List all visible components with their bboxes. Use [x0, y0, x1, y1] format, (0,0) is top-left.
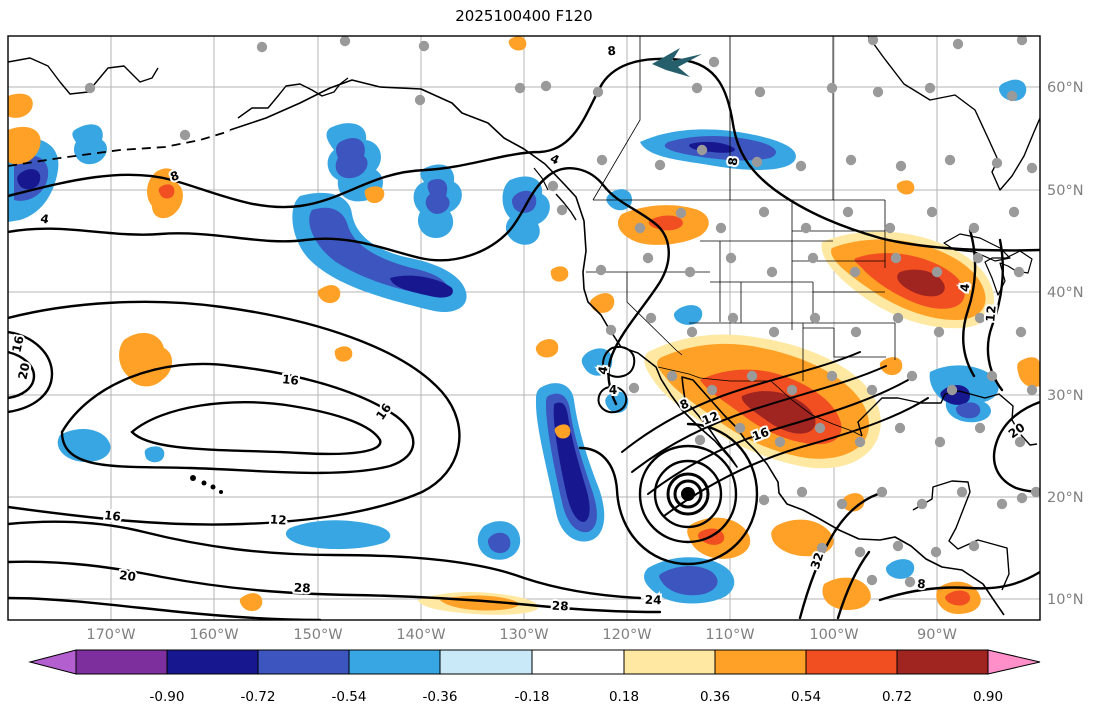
- lon-tick-label: 90°W: [917, 627, 957, 643]
- lat-tick-label: 10°N: [1047, 592, 1084, 608]
- colorbar: -0.90 -0.72 -0.54 -0.36 -0.18 0.18 0.36 0.54 0.7…: [28, 649, 1041, 705]
- lat-tick-label: 40°N: [1047, 285, 1084, 301]
- cyclone-ring: [673, 479, 703, 509]
- svg-text:28: 28: [552, 599, 569, 614]
- colorbar-left-arrow: [28, 649, 77, 675]
- colorbar-tick-label: 0.90: [973, 689, 1003, 705]
- svg-text:8: 8: [917, 577, 927, 592]
- svg-text:4: 4: [39, 211, 50, 226]
- svg-text:28: 28: [294, 581, 311, 596]
- coastlines: [8, 36, 1040, 616]
- svg-text:16: 16: [103, 508, 121, 524]
- colorbar-tick-label: 0.36: [700, 689, 730, 705]
- colorbar-segment: [531, 649, 625, 675]
- map-frame: [7, 35, 1041, 621]
- lat-tick-label: 20°N: [1047, 490, 1084, 506]
- chart-title: 2025100400 F120: [455, 7, 593, 25]
- colorbar-tick-label: -0.36: [423, 689, 458, 705]
- lon-tick-label: 140°W: [396, 627, 445, 643]
- lat-tick-label: 60°N: [1047, 80, 1084, 96]
- colorbar-tick-label: -0.54: [332, 689, 367, 705]
- svg-text:20: 20: [16, 362, 33, 381]
- colorbar-segment: [714, 649, 807, 675]
- svg-text:20: 20: [118, 568, 136, 584]
- lon-tick-label: 110°W: [705, 627, 754, 643]
- colorbar-segment: [348, 649, 441, 675]
- svg-text:12: 12: [983, 305, 998, 323]
- cyclone-center: [681, 487, 695, 501]
- colorbar-tick-label: 0.18: [609, 689, 639, 705]
- colorbar-segment: [439, 649, 533, 675]
- lon-tick-label: 120°W: [602, 627, 651, 643]
- lon-tick-label: 100°W: [809, 627, 858, 643]
- lon-tick-label: 170°W: [86, 627, 135, 643]
- colorbar-right-arrow: [987, 649, 1041, 675]
- grid-lines: [8, 36, 1040, 620]
- svg-text:16: 16: [10, 335, 27, 354]
- svg-text:12: 12: [269, 512, 287, 527]
- colorbar-segment: [805, 649, 898, 675]
- axis-labels: 170°W 160°W 150°W 140°W 130°W 120°W 110°W 100°W…: [86, 80, 1083, 643]
- colorbar-tick-label: 0.54: [791, 689, 821, 705]
- lon-tick-label: 130°W: [499, 627, 548, 643]
- lat-tick-label: 50°N: [1047, 183, 1084, 199]
- svg-text:8: 8: [726, 157, 741, 167]
- colorbar-tick-label: 0.72: [882, 689, 912, 705]
- lon-tick-label: 150°W: [293, 627, 342, 643]
- colorbar-segment: [896, 649, 989, 675]
- colorbar-tick-label: -0.72: [241, 689, 276, 705]
- colorbar-tick-label: -0.18: [515, 689, 550, 705]
- svg-text:4: 4: [609, 383, 617, 397]
- svg-text:24: 24: [645, 593, 662, 608]
- lat-tick-label: 30°N: [1047, 388, 1084, 404]
- lon-tick-label: 160°W: [189, 627, 238, 643]
- svg-text:8: 8: [607, 44, 617, 59]
- svg-text:16: 16: [281, 372, 299, 388]
- political-borders: [586, 36, 896, 437]
- contour-lines: [8, 57, 1040, 620]
- station-dots: [84, 36, 1040, 588]
- svg-text:4: 4: [548, 151, 561, 167]
- island-marks: [190, 475, 223, 494]
- svg-text:4: 4: [958, 283, 973, 293]
- aircraft-symbol: [652, 48, 702, 77]
- colorbar-tick-label: -0.90: [150, 689, 185, 705]
- colorbar-segment: [623, 649, 716, 675]
- colorbar-segment: [257, 649, 350, 675]
- colorbar-segment: [75, 649, 168, 675]
- colorbar-segment: [166, 649, 259, 675]
